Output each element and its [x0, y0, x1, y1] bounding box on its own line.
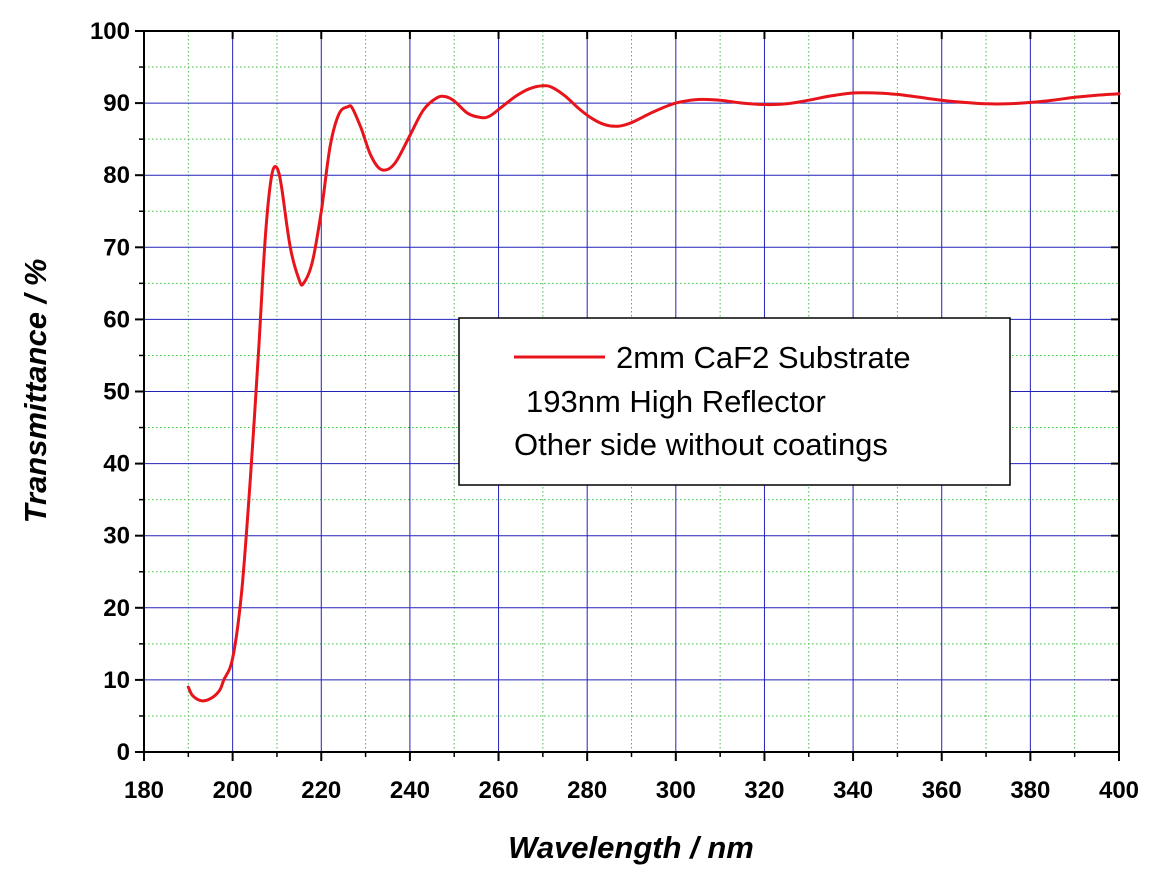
legend-box [458, 317, 1011, 486]
x-tick-label: 260 [479, 777, 519, 804]
x-tick-label: 340 [833, 777, 873, 804]
legend-text-line-2: 193nm High Reflector [526, 384, 826, 419]
y-tick-label: 90 [103, 90, 130, 117]
x-tick-label: 180 [124, 777, 164, 804]
y-tick-label: 100 [90, 18, 130, 45]
x-tick-label: 280 [567, 777, 607, 804]
y-tick-label: 70 [103, 234, 130, 261]
x-tick-label: 360 [922, 777, 962, 804]
y-tick-label: 20 [103, 595, 130, 622]
x-tick-label: 380 [1010, 777, 1050, 804]
series-line-caf2-substrate [186, 84, 1121, 703]
x-tick-label: 320 [744, 777, 784, 804]
y-tick-label: 30 [103, 523, 130, 550]
x-tick-labels: 180 200 220 240 260 280 300 320 340 360 380 400 [124, 777, 1139, 804]
y-tick-label: 80 [103, 162, 130, 189]
x-tick-label: 220 [301, 777, 341, 804]
legend-text-line-3: Other side without coatings [514, 427, 888, 462]
y-axis-title: Transmittance / % [18, 259, 53, 524]
x-tick-label: 240 [390, 777, 430, 804]
y-tick-label: 10 [103, 667, 130, 694]
y-tick-label: 40 [103, 451, 130, 478]
y-tick-label: 0 [117, 739, 130, 766]
legend: 2mm CaF2 Substrate 193nm High Reflector … [458, 317, 1011, 486]
y-tick-labels: 0 10 20 30 40 50 60 70 80 90 100 [90, 18, 130, 766]
axis-ticks [135, 30, 1120, 761]
y-tick-label: 50 [103, 379, 130, 406]
x-tick-label: 400 [1099, 777, 1139, 804]
x-tick-label: 300 [656, 777, 696, 804]
x-tick-label: 200 [213, 777, 253, 804]
x-axis-title: Wavelength / nm [508, 830, 754, 865]
legend-entry-label: 2mm CaF2 Substrate [616, 340, 911, 375]
y-tick-label: 60 [103, 306, 130, 333]
